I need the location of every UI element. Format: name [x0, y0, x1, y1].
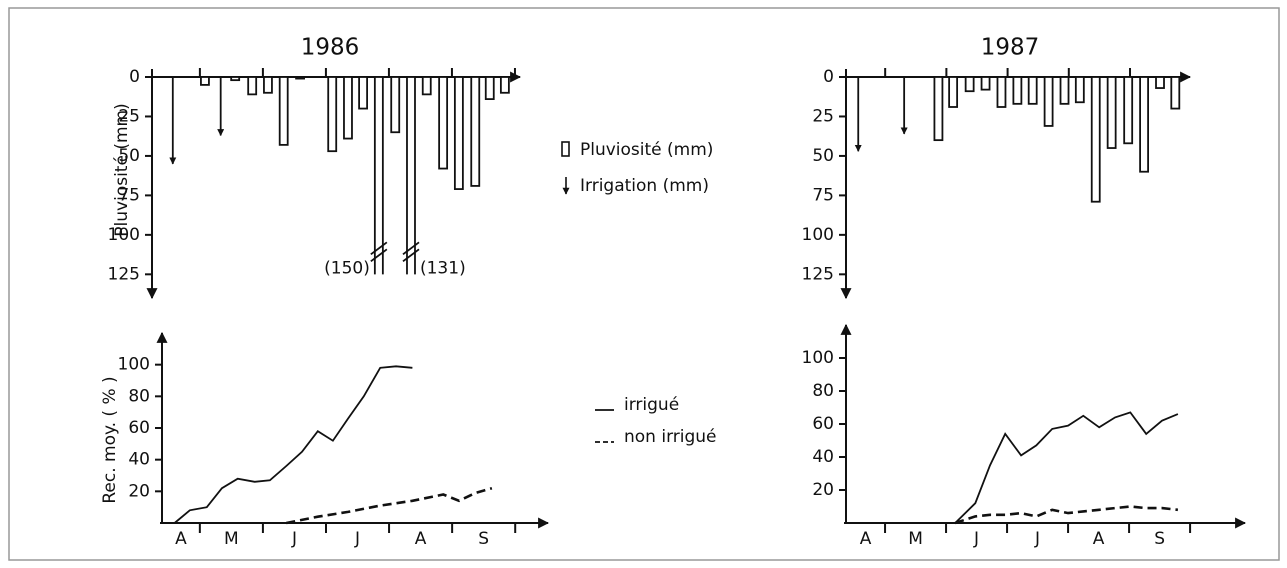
rain-bar [327, 76, 338, 153]
y-tick-label: 100 [802, 348, 834, 368]
y-tick-label: 50 [118, 146, 140, 166]
y-tick-label: 100 [108, 225, 140, 245]
rain-bar [200, 76, 210, 86]
chart-title: 1986 [301, 35, 360, 61]
chart-title: 1987 [981, 35, 1040, 61]
rain-bar [484, 76, 495, 101]
series-line [286, 486, 493, 525]
y-tick-label: 40 [128, 450, 150, 470]
legend-label: irrigué [624, 395, 679, 415]
y-tick-label: 20 [812, 480, 834, 500]
legend-label: non irrigué [624, 427, 717, 447]
rain-bar [1043, 76, 1054, 127]
series-line [954, 505, 1179, 525]
y-tick-label: 20 [128, 481, 150, 501]
rain-bar [278, 76, 289, 146]
axis-break [402, 248, 420, 263]
rain-bar [1106, 76, 1117, 149]
rain-bar [470, 76, 481, 187]
y-tick-label: 25 [812, 106, 834, 126]
y-tick-label: 80 [812, 381, 834, 401]
series-line [174, 365, 413, 524]
x-tick-label: S [1154, 529, 1165, 549]
rain-bar [373, 76, 384, 275]
x-tick-label: J [1034, 529, 1040, 549]
y-tick-label: 25 [118, 106, 140, 126]
rain-bar [295, 76, 305, 80]
rain-bar [964, 76, 975, 93]
rain-bar [1074, 76, 1085, 104]
rain-bar [1139, 76, 1149, 173]
y-tick-label: 100 [118, 355, 150, 375]
y-tick-label: 0 [129, 67, 140, 87]
x-tick-label: A [1093, 529, 1105, 549]
x-tick-label: M [224, 529, 239, 549]
rain-bar [499, 76, 510, 94]
y-tick-label: 40 [812, 447, 834, 467]
y-tick-label: 75 [812, 185, 834, 205]
rain-bar [406, 76, 416, 275]
rain-bar [358, 76, 368, 110]
rain-bar [263, 76, 273, 94]
legend-label: Pluviosité (mm) [580, 140, 713, 160]
legend-bar-icon [561, 141, 570, 157]
x-tick-label: A [860, 529, 872, 549]
y-tick-label: 0 [823, 67, 834, 87]
y-tick-label: 60 [128, 418, 150, 438]
x-tick-label: M [908, 529, 923, 549]
axis-break [370, 241, 388, 256]
rain-bar [230, 76, 241, 82]
y-tick-label: 125 [802, 264, 834, 284]
legend-label: Irrigation (mm) [580, 176, 709, 196]
rain-bar [438, 76, 449, 170]
x-tick-label: J [354, 529, 360, 549]
rain-bar [453, 76, 464, 190]
rain-bar [247, 76, 258, 96]
rain-bar [1012, 76, 1023, 105]
rain-bar [948, 76, 959, 108]
rain-bar [1155, 76, 1165, 89]
axis-break [402, 241, 420, 256]
y-tick-label: 50 [812, 146, 834, 166]
x-tick-label: J [291, 529, 297, 549]
x-tick-label: A [415, 529, 427, 549]
rain-bar [1170, 76, 1181, 110]
rain-bar [421, 76, 432, 96]
series-line [954, 411, 1179, 524]
x-tick-label: J [973, 529, 979, 549]
rain-bar [933, 76, 944, 142]
rain-bar [343, 76, 353, 140]
rain-bar [1090, 76, 1101, 203]
value-label: (131) [420, 258, 466, 278]
axis-break [370, 248, 388, 263]
y-tick-label: 125 [108, 264, 140, 284]
rain-bar [996, 76, 1007, 108]
rain-bar [1059, 76, 1070, 105]
rain-bar [1123, 76, 1134, 145]
y-tick-label: 100 [802, 225, 834, 245]
y-axis-label: Rec. moy. ( % ) [100, 376, 120, 503]
rain-bar [980, 76, 991, 91]
x-tick-label: A [175, 529, 187, 549]
y-tick-label: 60 [812, 414, 834, 434]
y-tick-label: 75 [118, 185, 140, 205]
frame [8, 7, 1280, 561]
rain-bar [390, 76, 401, 134]
y-axis-label: Pluviosité (mm) [112, 103, 132, 236]
y-tick-label: 80 [128, 386, 150, 406]
value-label: (150) [324, 258, 370, 278]
rain-bar [1027, 76, 1038, 105]
x-tick-label: S [478, 529, 489, 549]
